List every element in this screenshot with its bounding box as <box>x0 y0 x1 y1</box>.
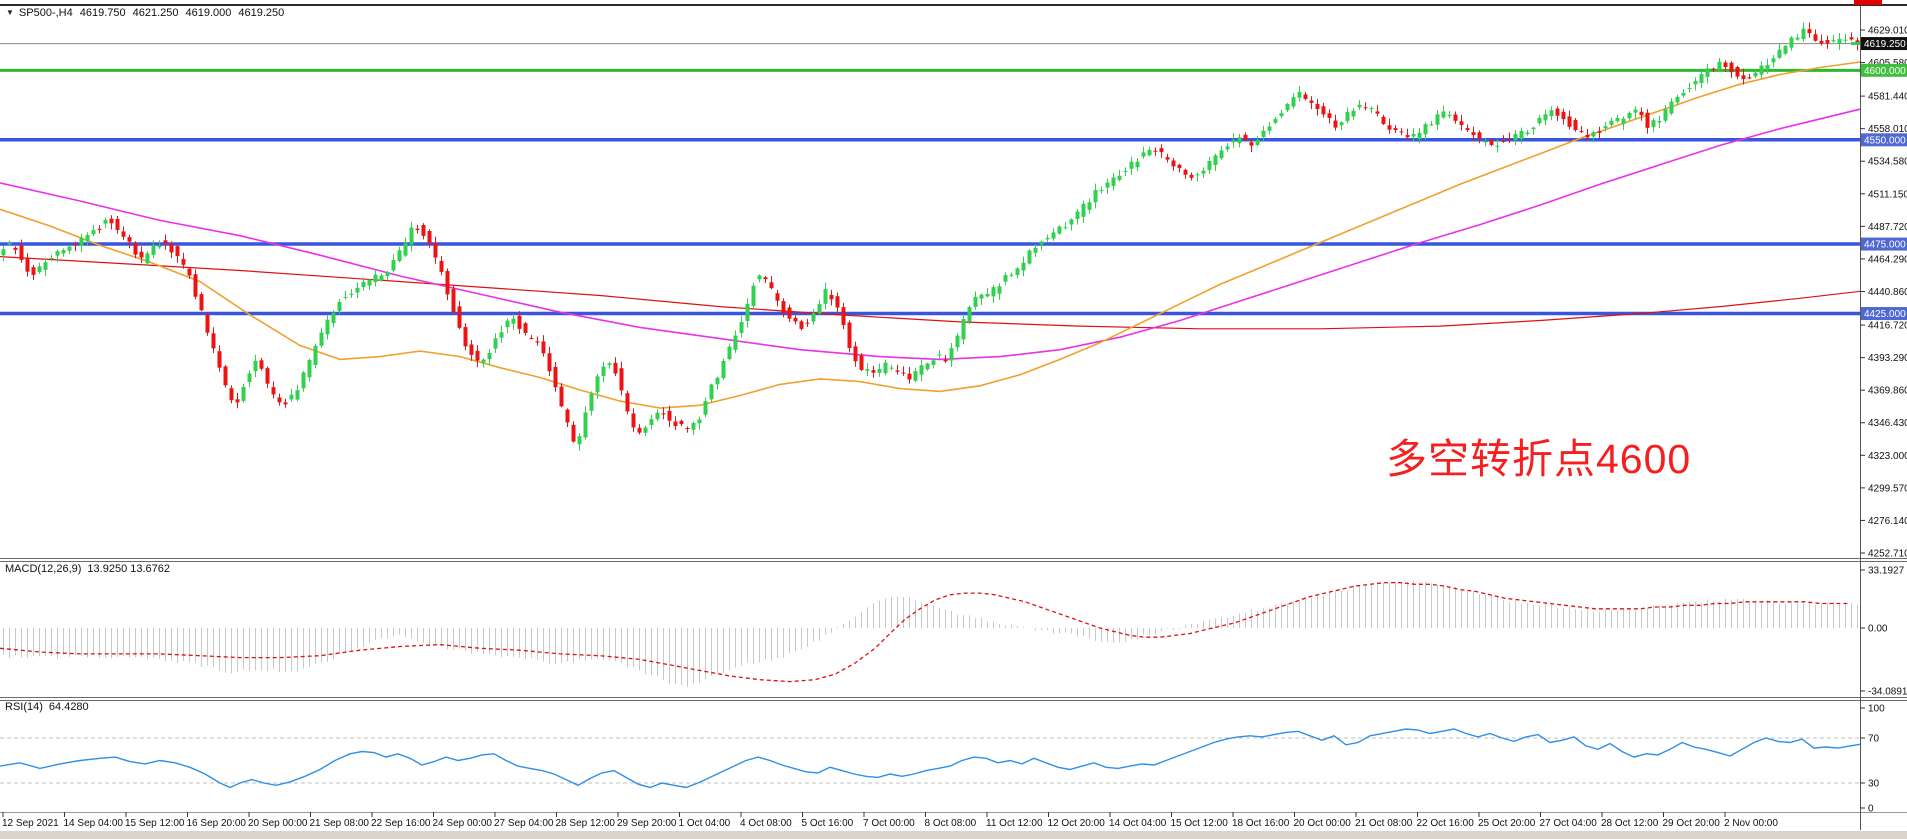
symbol-dropdown-icon[interactable]: ▼ <box>6 8 14 17</box>
annotation-text: 多空转折点4600 <box>1386 436 1692 482</box>
axis-tick-label: 27 Oct 04:00 <box>1540 818 1598 829</box>
axis-tick-label: 70 <box>1868 734 1880 745</box>
ma-red-line <box>0 256 1861 330</box>
axis-tick-label: 4276.140 <box>1868 516 1907 527</box>
axis-tick-label: -34.0891 <box>1868 686 1907 697</box>
axis-tick-label: 25 Oct 20:00 <box>1478 818 1536 829</box>
axis-tick-label: 4464.290 <box>1868 254 1907 265</box>
price-label-box-4425.000 <box>1861 307 1907 321</box>
moving-averages <box>0 61 1861 409</box>
axis-tick-label: 4323.000 <box>1868 451 1907 462</box>
axis-tick-label: 29 Oct 20:00 <box>1663 818 1721 829</box>
macd-panel[interactable]: 33.1927 0.00 -34.0891 <box>0 566 1907 698</box>
rsi-line <box>0 728 1861 789</box>
axis-tick-label: 27 Sep 04:00 <box>494 818 554 829</box>
axis-tick-label: 4440.860 <box>1868 287 1907 298</box>
axis-tick-label: 15 Oct 12:00 <box>1171 818 1229 829</box>
candlesticks[interactable] <box>1 22 1861 451</box>
axis-tick-label: 4534.580 <box>1868 157 1907 168</box>
axis-tick-label: 4605.580 <box>1868 58 1907 69</box>
quote-high: 4621.250 <box>132 7 179 19</box>
quote-close: 4619.250 <box>238 7 285 19</box>
axis-tick-label: 4346.430 <box>1868 418 1907 429</box>
axis-tick-label: 29 Sep 20:00 <box>617 818 677 829</box>
axis-tick-label: 4600.000 <box>1864 66 1906 77</box>
axis-tick-label: 14 Oct 04:00 <box>1109 818 1167 829</box>
price-axis[interactable]: 4629.010 4605.580 4581.440 4558.010 4534.580… <box>1860 26 1907 560</box>
price-label-box-4619.250 <box>1861 37 1907 51</box>
price-label-box-4475.000 <box>1861 237 1907 251</box>
axis-tick-label: 4299.570 <box>1868 483 1907 494</box>
axis-tick-label: 11 Oct 12:00 <box>986 818 1043 829</box>
axis-tick-label: 7 Oct 00:00 <box>863 818 915 829</box>
rsi-value: 64.4280 <box>48 701 89 713</box>
axis-tick-label: 28 Oct 12:00 <box>1601 818 1659 829</box>
axis-tick-label: 21 Oct 08:00 <box>1355 818 1413 829</box>
status-strip <box>0 831 1907 839</box>
axis-tick-label: 30 <box>1868 779 1880 790</box>
axis-tick-label: 4511.150 <box>1868 189 1907 200</box>
rsi-panel[interactable]: 100 70 30 0 <box>0 704 1885 815</box>
ma-orange-line <box>0 61 1861 409</box>
axis-tick-label: 4475.000 <box>1864 240 1906 251</box>
macd-values: 13.9250 13.6762 <box>87 563 171 575</box>
axis-tick-label: 100 <box>1868 704 1885 715</box>
horizontal-level-lines[interactable] <box>0 43 1860 316</box>
axis-tick-label: 16 Sep 20:00 <box>187 818 247 829</box>
axis-tick-label: 4619.250 <box>1864 39 1906 50</box>
axis-tick-label: 4487.720 <box>1868 222 1907 233</box>
axis-tick-label: 4369.860 <box>1868 386 1907 397</box>
axis-tick-label: 8 Oct 08:00 <box>925 818 977 829</box>
axis-tick-label: 4550.000 <box>1864 135 1906 146</box>
axis-tick-label: 4393.290 <box>1868 353 1907 364</box>
price-label-box-4600.000 <box>1861 63 1907 77</box>
axis-tick-label: 5 Oct 16:00 <box>802 818 854 829</box>
macd-indicator-label: MACD(12,26,9) 13.9250 13.6762 <box>5 563 176 575</box>
quote-low: 4619.000 <box>185 7 232 19</box>
axis-tick-label: 12 Sep 2021 <box>2 818 59 829</box>
axis-tick-label: 12 Oct 20:00 <box>1048 818 1106 829</box>
axis-tick-label: 4252.710 <box>1868 549 1907 560</box>
symbol-period-label: SP500-,H4 <box>18 7 73 19</box>
axis-tick-label: 0 <box>1868 804 1874 815</box>
axis-tick-label: 28 Sep 12:00 <box>556 818 616 829</box>
axis-tick-label: 21 Sep 08:00 <box>310 818 370 829</box>
rsi-name: RSI(14) <box>5 701 43 713</box>
chart-end-marker <box>1854 0 1882 5</box>
axis-tick-label: 22 Oct 16:00 <box>1417 818 1475 829</box>
axis-tick-label: 4 Oct 08:00 <box>740 818 792 829</box>
axis-tick-label: 1 Oct 04:00 <box>679 818 731 829</box>
axis-tick-label: 24 Sep 00:00 <box>433 818 493 829</box>
time-axis[interactable]: 12 Sep 2021 14 Sep 04:00 15 Sep 12:00 16 Se… <box>2 812 1778 829</box>
price-label-box-4550.000 <box>1861 133 1907 147</box>
axis-tick-label: 20 Sep 00:00 <box>248 818 308 829</box>
axis-tick-label: 4629.010 <box>1868 26 1907 37</box>
axis-tick-label: 4425.000 <box>1864 309 1906 320</box>
axis-tick-label: 4416.720 <box>1868 321 1907 332</box>
axis-tick-label: 4581.440 <box>1868 92 1907 103</box>
axis-tick-label: 4558.010 <box>1868 124 1907 135</box>
axis-tick-label: 33.1927 <box>1868 566 1905 577</box>
axis-tick-label: 0.00 <box>1868 624 1888 635</box>
ma-magenta-line <box>0 108 1861 361</box>
last-price-marker <box>1851 42 1860 46</box>
axis-tick-label: 2 Nov 00:00 <box>1724 818 1778 829</box>
axis-tick-label: 14 Sep 04:00 <box>64 818 124 829</box>
symbol-info-bar[interactable]: ▼ SP500-,H4 4619.750 4621.250 4619.000 4619.2… <box>6 7 291 19</box>
rsi-indicator-label: RSI(14) 64.4280 <box>5 701 95 713</box>
axis-tick-label: 22 Sep 16:00 <box>371 818 431 829</box>
axis-tick-label: 15 Sep 12:00 <box>125 818 185 829</box>
quote-open: 4619.750 <box>79 7 126 19</box>
macd-name: MACD(12,26,9) <box>5 563 82 575</box>
macd-signal-line <box>0 581 1850 683</box>
axis-tick-label: 18 Oct 16:00 <box>1232 818 1290 829</box>
axis-tick-label: 20 Oct 00:00 <box>1294 818 1352 829</box>
